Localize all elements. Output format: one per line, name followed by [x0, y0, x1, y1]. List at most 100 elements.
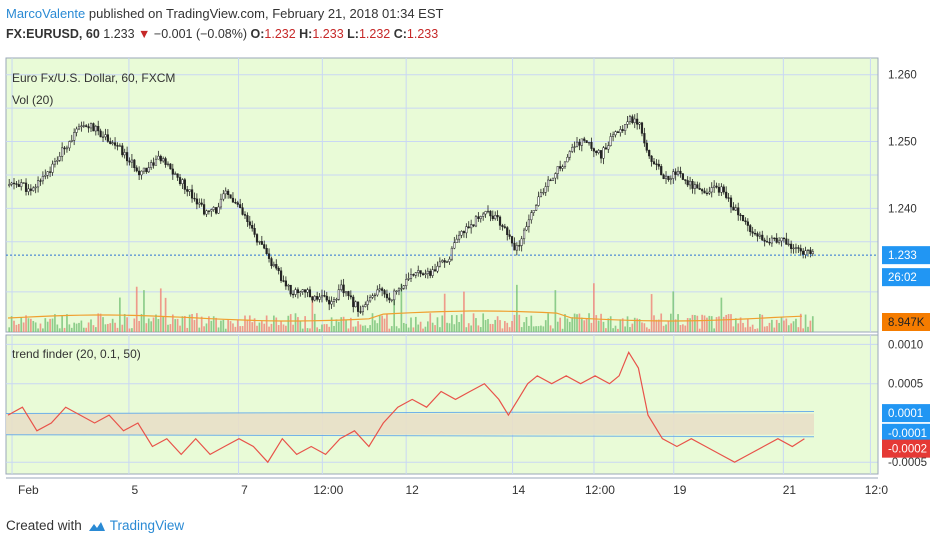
countdown-badge: 26:02 [888, 272, 917, 284]
volume-bar [123, 313, 126, 332]
candle [409, 274, 413, 279]
candle [133, 159, 136, 169]
high-label: H: [299, 27, 313, 41]
candle [308, 289, 312, 297]
volume-bar [511, 320, 513, 332]
candle [176, 173, 179, 178]
candle [587, 141, 591, 144]
candle [39, 180, 42, 182]
volume-bar [90, 319, 92, 332]
candle [763, 239, 766, 242]
volume-bar [766, 326, 768, 332]
volume-bar [311, 295, 314, 332]
volume-bar [85, 327, 88, 332]
author-link[interactable]: MarcoValente [6, 6, 86, 21]
volume-bar [292, 324, 294, 332]
candle [780, 237, 783, 242]
candle [696, 184, 699, 189]
candle [566, 156, 569, 163]
candle [140, 170, 143, 176]
volume-bar [383, 318, 386, 332]
price-pane[interactable] [5, 57, 879, 333]
indicator-pane[interactable] [5, 334, 879, 475]
candle [229, 194, 232, 199]
candle [335, 299, 338, 301]
candle [393, 290, 396, 301]
volume-bar [111, 318, 114, 332]
candle [513, 242, 516, 251]
volume-bar [479, 327, 482, 332]
volume-bar [304, 316, 306, 332]
candle [405, 279, 408, 286]
tradingview-logo[interactable]: TradingView [88, 516, 184, 536]
candle [157, 155, 160, 160]
candle [171, 168, 174, 175]
candle [373, 294, 377, 297]
volume-bar [614, 325, 617, 332]
candle [347, 291, 350, 296]
candle [227, 190, 230, 195]
candle [530, 212, 533, 221]
candle [390, 299, 393, 301]
candle [12, 182, 16, 185]
candle [27, 188, 30, 192]
volume-bar [749, 326, 752, 332]
band-lower-badge: -0.0001 [888, 428, 927, 440]
volume-bar [602, 321, 605, 332]
volume-bar [441, 315, 444, 332]
chart-area[interactable]: Feb 5 7 12:00 12 14 12:00 19 21 12:0 1.260 1.250 1.2… [0, 0, 932, 510]
volume-bar [260, 321, 263, 332]
volume-bar [477, 325, 480, 332]
volume-bar [179, 325, 181, 332]
candle [77, 126, 81, 130]
candle [275, 264, 278, 269]
candle [532, 210, 535, 213]
candle [431, 269, 434, 276]
volume-bar [145, 323, 148, 332]
volume-bar [448, 323, 451, 332]
candle [501, 225, 504, 227]
volume-bar [790, 323, 792, 332]
volume-bar [643, 323, 646, 332]
candle [450, 247, 453, 260]
volume-bar [783, 320, 785, 332]
candle [455, 238, 458, 243]
candle [402, 285, 405, 289]
volume-bar [297, 317, 299, 332]
volume-bar [44, 318, 47, 332]
candle [689, 180, 692, 186]
candle [352, 296, 355, 308]
volume-bar [241, 326, 244, 332]
volume-bar [436, 317, 439, 332]
candle [320, 295, 324, 298]
candle [330, 301, 333, 305]
candle [573, 146, 576, 148]
candle [794, 247, 798, 249]
candle [758, 234, 761, 237]
volume-bar [540, 325, 542, 332]
volume-bar [181, 316, 184, 332]
volume-bar [499, 320, 501, 332]
volume-bar [335, 319, 338, 332]
volume-bar [763, 326, 766, 332]
candle [154, 158, 158, 166]
volume-bar [552, 328, 554, 332]
candle [51, 163, 54, 173]
volume-bar [270, 323, 273, 332]
volume-bar [251, 322, 254, 332]
candle [123, 152, 126, 156]
volume-bar [162, 316, 165, 332]
close-label: C: [393, 27, 407, 41]
volume-bar [520, 327, 523, 332]
volume-bar [787, 325, 790, 332]
symbol-name[interactable]: FX:EURUSD, 60 [6, 27, 100, 41]
candle [92, 123, 95, 132]
candle [506, 227, 509, 236]
volume-bar [323, 324, 326, 332]
candle [761, 234, 764, 241]
trend-band [6, 413, 814, 435]
volume-bar [359, 324, 362, 332]
volume-bar [82, 327, 85, 332]
candle [621, 129, 624, 131]
candle [94, 125, 97, 132]
